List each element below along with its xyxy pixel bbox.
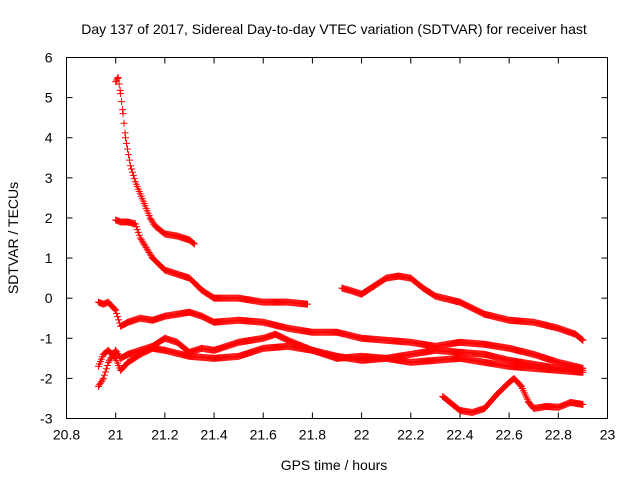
data-point-track-5 <box>99 374 107 382</box>
x-tick-label: 23 <box>600 427 616 443</box>
data-point-track-1 <box>129 171 137 179</box>
data-point-track-5 <box>102 365 110 373</box>
data-point-track-1 <box>126 162 134 170</box>
x-tick-label: 21 <box>108 427 124 443</box>
y-tick-label: -2 <box>40 370 53 386</box>
y-tick-label: 1 <box>45 250 53 266</box>
data-point-track-5 <box>100 371 108 379</box>
data-point-track-4 <box>113 309 121 317</box>
data-point-track-1 <box>123 145 131 153</box>
data-point-track-4 <box>112 306 120 314</box>
data-point-track-4 <box>115 316 123 324</box>
data-point-track-1 <box>189 239 197 247</box>
x-tick-label: 22.8 <box>545 427 572 443</box>
data-point-track-5 <box>103 362 111 370</box>
data-point-track-1 <box>119 110 127 118</box>
x-tick-label: 21.8 <box>299 427 326 443</box>
data-point-track-1 <box>130 175 138 183</box>
x-tick-label: 21.4 <box>200 427 227 443</box>
x-tick-label: 20.8 <box>53 427 80 443</box>
data-point-track-1 <box>115 80 123 88</box>
x-tick-label: 22 <box>354 427 370 443</box>
data-point-track-6 <box>579 368 587 376</box>
data-point-track-7 <box>579 400 587 408</box>
data-point-track-1 <box>117 90 125 98</box>
plot-frame <box>66 57 608 419</box>
y-tick-label: 3 <box>45 170 53 186</box>
y-axis-label: SDTVAR / TECUs <box>5 182 21 294</box>
data-point-track-1 <box>114 74 122 82</box>
data-point-track-5 <box>98 376 106 384</box>
data-point-track-4 <box>110 305 118 313</box>
data-point-track-1 <box>125 156 133 164</box>
chart-title: Day 137 of 2017, Sidereal Day-to-day VTE… <box>81 21 587 37</box>
y-tick-label: -1 <box>40 330 53 346</box>
y-tick-label: 5 <box>45 90 53 106</box>
data-point-track-2 <box>303 300 311 308</box>
data-point-track-5 <box>101 368 109 376</box>
x-tick-label: 22.2 <box>397 427 424 443</box>
x-tick-label: 21.2 <box>151 427 178 443</box>
data-point-track-3 <box>577 335 585 343</box>
y-tick-label: -3 <box>40 411 53 427</box>
data-point-track-1 <box>127 165 135 173</box>
data-point-track-1 <box>122 134 130 142</box>
x-axis-label: GPS time / hours <box>281 457 388 473</box>
data-point-track-1 <box>124 151 132 159</box>
y-tick-label: 2 <box>45 210 53 226</box>
y-tick-label: 0 <box>45 290 53 306</box>
data-point-track-4 <box>114 313 122 321</box>
data-point-track-3 <box>579 336 587 344</box>
y-tick-label: 4 <box>45 130 53 146</box>
x-tick-label: 21.6 <box>250 427 277 443</box>
data-point-track-1 <box>123 139 131 147</box>
data-point-track-6 <box>110 353 118 361</box>
x-tick-label: 22.6 <box>496 427 523 443</box>
data-point-track-7 <box>516 381 524 389</box>
data-point-track-1 <box>118 98 126 106</box>
data-point-track-1 <box>190 240 198 248</box>
x-tick-label: 22.4 <box>446 427 473 443</box>
data-point-track-1 <box>120 119 128 127</box>
data-point-track-1 <box>128 168 136 176</box>
y-tick-label: 6 <box>45 50 53 66</box>
